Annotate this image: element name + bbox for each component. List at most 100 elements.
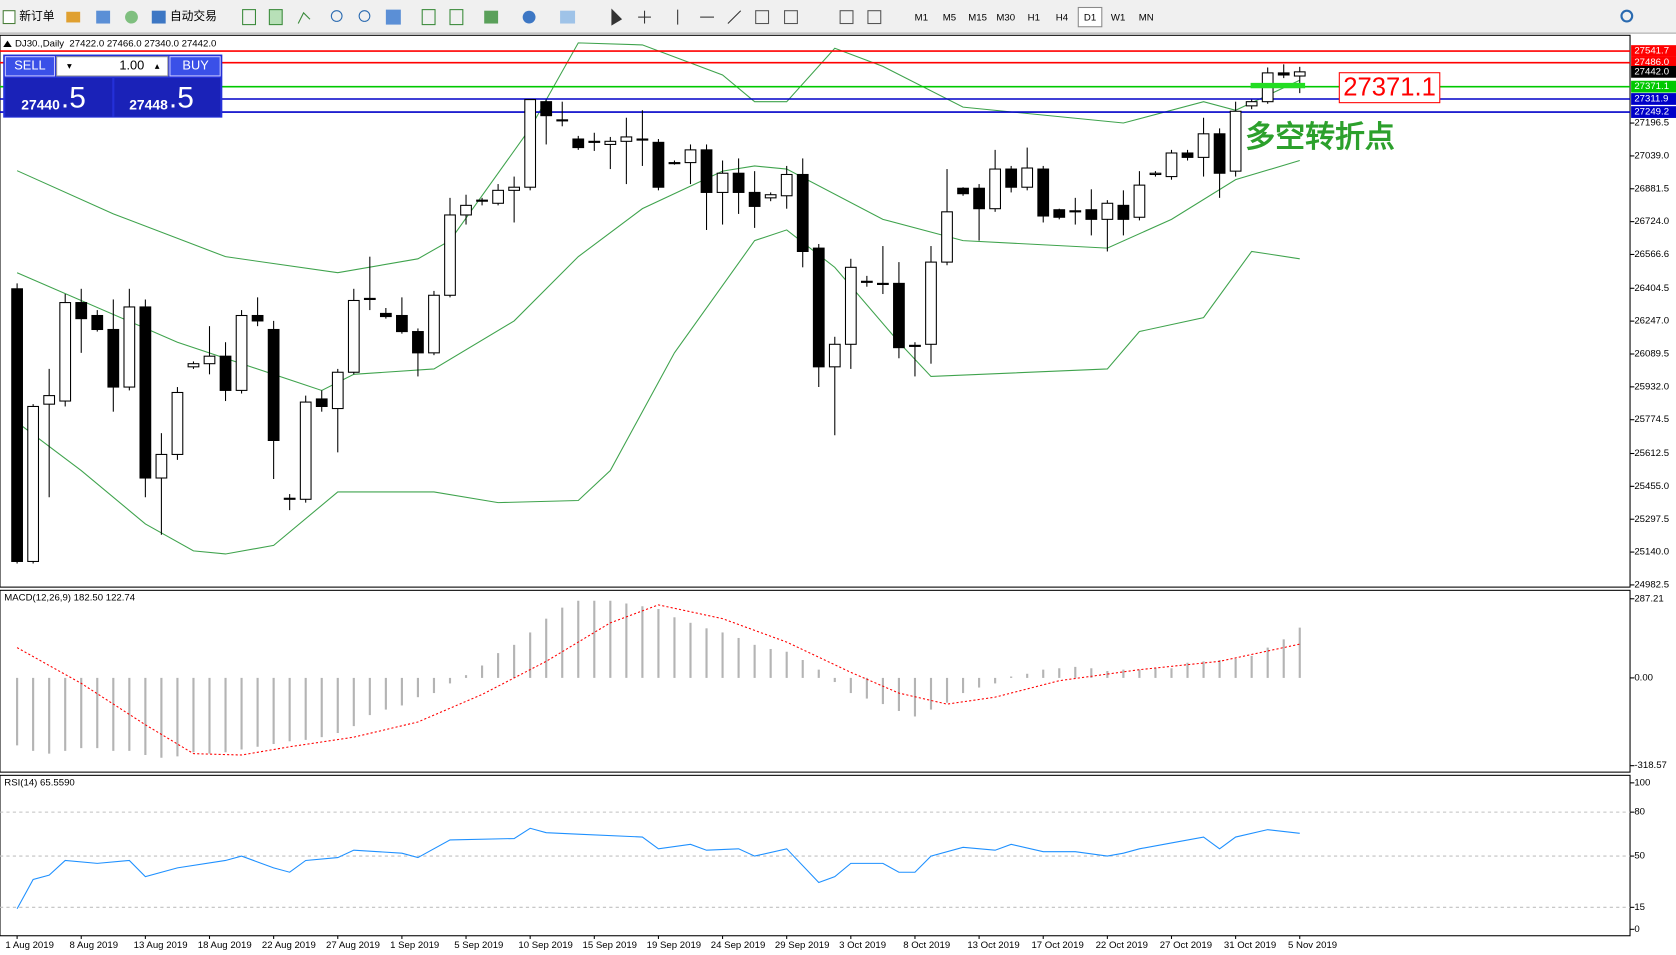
icon[interactable]	[449, 9, 464, 26]
icon[interactable]	[839, 10, 854, 25]
y-tick-label: 27039.0	[1634, 150, 1669, 161]
timeframe-button[interactable]: M1	[915, 13, 928, 24]
sell-label[interactable]: SELL	[14, 58, 45, 73]
candle-body	[1053, 209, 1066, 218]
bid-box[interactable]	[5, 78, 113, 117]
panel-icon	[3, 40, 12, 48]
icon[interactable]	[611, 8, 623, 26]
x-tick-label: 8 Oct 2019	[903, 940, 950, 951]
candle-body	[780, 173, 793, 197]
icon[interactable]	[867, 10, 882, 25]
y-tick-label: 100	[1634, 777, 1650, 788]
candle-body	[828, 343, 841, 368]
y-tick-label: 24982.5	[1634, 579, 1669, 590]
toolbar-button[interactable]: 新订单	[19, 9, 54, 23]
candle-body	[925, 261, 937, 345]
ask-price[interactable]: 27448	[129, 97, 168, 113]
x-tick-label: 27 Oct 2019	[1160, 940, 1212, 951]
x-tick-label: 5 Nov 2019	[1288, 940, 1337, 951]
icon[interactable]	[727, 10, 742, 24]
icon[interactable]	[755, 10, 770, 25]
toolbar-labels: 新订单 自动交易 M1 M5 M15 M30 H1 H4 D1 W1 MN	[19, 6, 1154, 28]
candle-body	[1245, 101, 1258, 107]
candle-body	[989, 168, 1002, 210]
candle-body	[1101, 202, 1114, 220]
icon[interactable]	[151, 10, 166, 24]
icon[interactable]	[125, 10, 138, 24]
price-tag	[1631, 93, 1676, 105]
timeframe-button[interactable]: M5	[943, 13, 956, 24]
x-tick-label: 18 Aug 2019	[198, 940, 252, 951]
icon[interactable]	[330, 10, 343, 22]
candle-body	[844, 266, 857, 345]
toolbar-button[interactable]: 自动交易	[170, 9, 217, 23]
icon[interactable]	[242, 9, 256, 26]
x-tick-label: 19 Sep 2019	[647, 940, 702, 951]
candle-body	[957, 187, 969, 195]
price-tag-label: 27371.1	[1634, 81, 1669, 92]
sell-button[interactable]	[4, 56, 56, 77]
candle-body	[620, 136, 633, 142]
timeframe-button[interactable]: M15	[968, 13, 987, 24]
icon[interactable]	[358, 10, 371, 22]
y-tick-label: 26881.5	[1634, 183, 1669, 194]
candle-body	[11, 288, 23, 562]
icon[interactable]	[484, 10, 499, 24]
icon[interactable]	[96, 10, 111, 24]
y-tick-label: 26089.5	[1634, 349, 1669, 360]
icon[interactable]	[784, 10, 798, 25]
price-tag-label: 27541.7	[1634, 46, 1669, 57]
candle-body	[1021, 167, 1034, 188]
candle-body	[668, 162, 681, 165]
candle-body	[27, 405, 40, 562]
timeframe-button[interactable]: W1	[1111, 13, 1125, 24]
y-tick-label: 25297.5	[1634, 514, 1669, 525]
timeframe-button[interactable]: D1	[1084, 13, 1096, 24]
bid-price[interactable]: 27440	[21, 97, 60, 113]
spin-up[interactable]: ▴	[155, 61, 160, 72]
bid-fraction[interactable]: .5	[61, 81, 86, 114]
candle-body	[604, 140, 617, 145]
timeframe-button[interactable]: H1	[1028, 13, 1040, 24]
icon[interactable]	[66, 11, 81, 23]
candle-body	[396, 314, 408, 333]
plot-area: 27196.5 27039.0 26881.5 26724.0 26566.6 26404…	[0, 38, 1676, 951]
icon[interactable]	[2, 10, 16, 25]
toolbar-icons	[2, 8, 1634, 26]
y-tick-label: 25932.0	[1634, 381, 1669, 392]
icon[interactable]	[385, 9, 401, 25]
buy-button[interactable]	[169, 56, 221, 77]
timeframe-button[interactable]: H4	[1056, 13, 1069, 24]
search-icon[interactable]	[1620, 9, 1634, 23]
spin-down[interactable]: ▾	[67, 61, 72, 72]
lots-value[interactable]: 1.00	[119, 58, 144, 73]
y-tick-label: 25140.0	[1634, 547, 1669, 558]
candle-body	[139, 306, 152, 479]
signal-line	[16, 604, 1300, 756]
candle-body	[973, 187, 985, 210]
ask-fraction[interactable]: .5	[169, 81, 194, 114]
candle-body	[347, 299, 360, 373]
timeframe-button[interactable]: MN	[1139, 13, 1154, 24]
buy-label[interactable]: BUY	[182, 58, 209, 73]
lots-input[interactable]	[56, 56, 169, 77]
icon[interactable]	[268, 9, 283, 26]
icon[interactable]	[560, 10, 576, 24]
y-tick-label: 0.00	[1634, 672, 1653, 683]
candle-body	[428, 294, 440, 354]
timeframe-active[interactable]	[1077, 6, 1103, 28]
icon[interactable]	[297, 11, 311, 24]
candle-body	[155, 453, 168, 479]
candle-body	[796, 173, 809, 252]
icon[interactable]	[522, 10, 536, 24]
timeframe-button[interactable]: M30	[996, 13, 1015, 24]
candle-body	[556, 119, 569, 122]
bid-tag	[1631, 65, 1676, 78]
x-tick-label: 29 Sep 2019	[775, 940, 830, 951]
candle-body	[315, 398, 328, 407]
candle-body	[363, 297, 376, 301]
icon[interactable]	[421, 9, 436, 26]
candle-body	[941, 211, 953, 263]
ask-box[interactable]	[114, 78, 221, 117]
bid-tag-label: 27442.0	[1634, 66, 1669, 77]
